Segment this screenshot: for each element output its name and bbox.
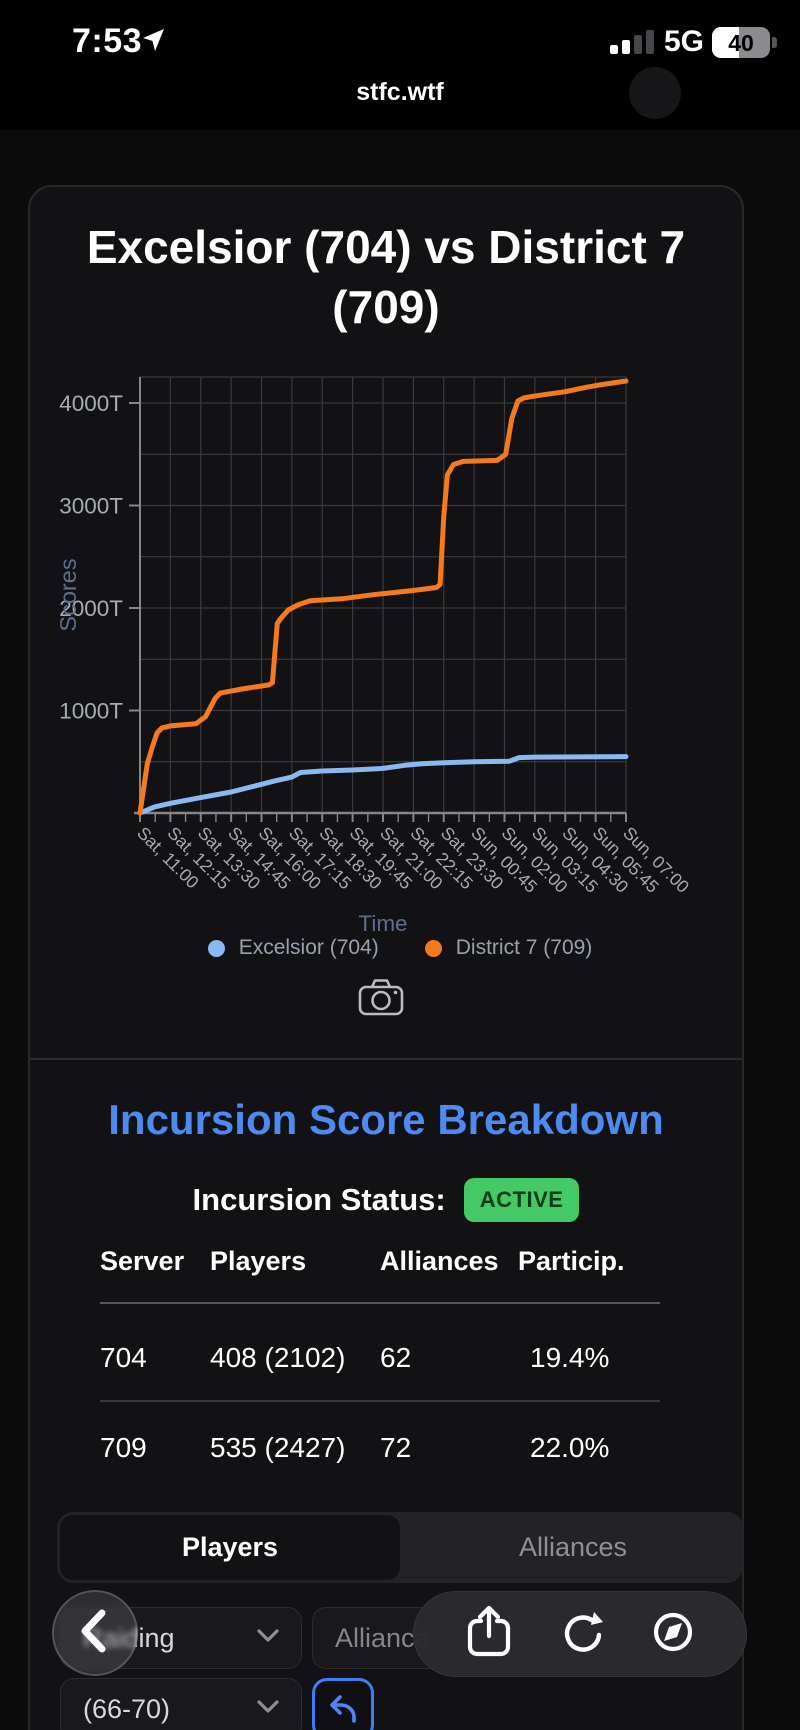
breakdown-title: Incursion Score Breakdown xyxy=(108,1096,664,1143)
content-card xyxy=(28,185,744,1730)
location-arrow-icon xyxy=(140,27,166,58)
chart-legend: Excelsior (704) District 7 (709) xyxy=(0,936,800,960)
col-header-server: Server xyxy=(100,1246,185,1276)
cell-server: 704 xyxy=(100,1342,147,1373)
svg-text:3000T: 3000T xyxy=(59,494,123,519)
cell-server: 709 xyxy=(100,1432,147,1463)
table-divider xyxy=(100,1302,660,1304)
status-badge: ACTIVE xyxy=(463,1178,580,1222)
browser-back-button[interactable] xyxy=(52,1590,138,1676)
chevron-down-icon xyxy=(257,1628,279,1648)
tab-players[interactable]: Players xyxy=(60,1515,400,1580)
cell-particip: 19.4% xyxy=(530,1342,610,1373)
section-divider xyxy=(30,1058,742,1060)
compass-icon[interactable] xyxy=(649,1608,697,1661)
incursion-status-label: Incursion Status: xyxy=(192,1182,446,1217)
legend-item-district7[interactable]: District 7 (709) xyxy=(424,936,593,960)
battery-icon: 40 xyxy=(712,27,778,58)
svg-text:Scores: Scores xyxy=(55,558,81,631)
svg-text:Time: Time xyxy=(358,911,407,936)
svg-text:1000T: 1000T xyxy=(59,699,123,724)
cell-alliances: 72 xyxy=(380,1432,412,1463)
district7-dot-icon xyxy=(424,939,442,957)
page-options-button[interactable] xyxy=(629,67,681,119)
col-header-particip: Particip. xyxy=(518,1246,625,1276)
reset-filters-button[interactable] xyxy=(312,1678,374,1730)
svg-text:4000T: 4000T xyxy=(59,391,123,416)
incursion-status-row: Incursion Status: ACTIVE xyxy=(28,1178,744,1222)
browser-toolbar xyxy=(413,1591,747,1677)
cellular-signal-icon xyxy=(610,30,656,59)
players-alliances-segmented-control: Players Alliances xyxy=(57,1512,743,1583)
excelsior-dot-icon xyxy=(207,939,225,957)
reload-icon[interactable] xyxy=(558,1608,606,1661)
chevron-down-icon xyxy=(257,1699,279,1719)
status-time: 7:53 xyxy=(72,22,143,60)
undo-icon xyxy=(321,1687,365,1730)
camera-icon xyxy=(357,977,405,1022)
share-icon[interactable] xyxy=(463,1604,515,1665)
download-snapshot-button[interactable] xyxy=(338,974,424,1024)
address-bar[interactable]: stfc.wtf xyxy=(356,78,444,106)
table-divider xyxy=(100,1400,660,1402)
cell-alliances: 62 xyxy=(380,1342,412,1373)
col-header-players: Players xyxy=(210,1246,307,1276)
tab-alliances[interactable]: Alliances xyxy=(518,1532,628,1562)
legend-item-excelsior[interactable]: Excelsior (704) xyxy=(207,936,379,960)
chart-title: Excelsior (704) vs District 7 (709) xyxy=(86,221,686,333)
back-chevron-icon xyxy=(75,1607,115,1660)
legend-label: District 7 (709) xyxy=(455,936,593,959)
network-type-label: 5G xyxy=(664,25,705,58)
cell-particip: 22.0% xyxy=(530,1432,610,1463)
level-range-dropdown[interactable]: (66-70) xyxy=(60,1678,302,1730)
col-header-alliances: Alliances xyxy=(380,1246,499,1276)
svg-text:2000T: 2000T xyxy=(59,596,123,621)
legend-label: Excelsior (704) xyxy=(238,936,379,959)
cell-players: 408 (2102) xyxy=(210,1342,346,1373)
battery-percent: 40 xyxy=(728,30,754,56)
cell-players: 535 (2427) xyxy=(210,1432,346,1463)
